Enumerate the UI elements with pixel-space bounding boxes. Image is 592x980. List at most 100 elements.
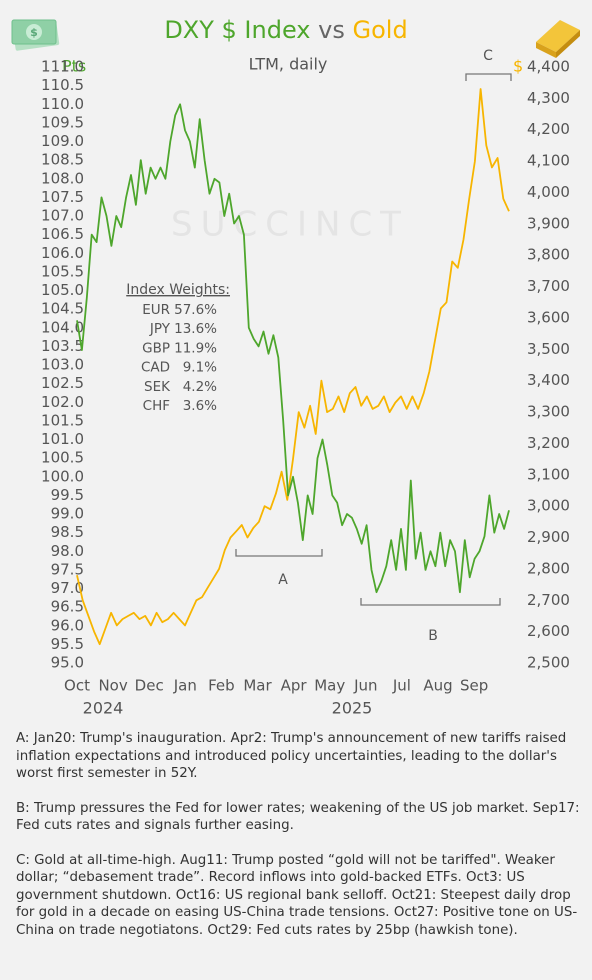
y2-tick-label: 3,300 [527, 403, 570, 421]
x-tick-label: Apr [281, 677, 308, 695]
y2-tick-label: 4,400 [527, 58, 570, 76]
y-tick-label: 104.5 [41, 300, 84, 318]
y2-tick-label: 4,100 [527, 152, 570, 170]
y-tick-label: 110.5 [41, 76, 84, 94]
y-tick-label: 106.0 [41, 244, 84, 262]
y2-tick-label: 3,500 [527, 340, 570, 358]
y-tick-label: 109.5 [41, 113, 84, 131]
note: C: Gold at all-time-high. Aug11: Trump p… [16, 852, 578, 938]
weight-code: CHF [143, 398, 170, 414]
weight-share: 11.9% [174, 340, 217, 356]
y2-tick-label: 4,000 [527, 183, 570, 201]
y-tick-label: 99.0 [51, 505, 84, 523]
y2-tick-label: 2,500 [527, 654, 570, 672]
y-tick-label: 95.5 [51, 635, 84, 653]
title-gold: Gold [353, 16, 408, 44]
bracket-a [235, 549, 323, 557]
y-tick-label: 106.5 [41, 225, 84, 243]
y2-tick-label: 3,200 [527, 434, 570, 452]
year-label: 2025 [332, 699, 373, 718]
y-tick-label: 107.5 [41, 188, 84, 206]
y-tick-label: 101.5 [41, 411, 84, 429]
y-tick-label: 102.0 [41, 393, 84, 411]
marker-label: A [278, 572, 288, 588]
svg-text:$: $ [30, 26, 38, 39]
x-tick-label: Oct [64, 677, 90, 695]
note: B: Trump pressures the Fed for lower rat… [16, 800, 580, 834]
x-tick-label: Sep [460, 677, 488, 695]
y-tick-label: 96.0 [51, 616, 84, 634]
bracket-b [360, 598, 501, 606]
y-tick-label: 102.5 [41, 374, 84, 392]
y-tick-label: 97.0 [51, 579, 84, 597]
y-tick-label: 111.0 [41, 58, 84, 76]
y-tick-label: 100.0 [41, 467, 84, 485]
weight-share: 13.6% [174, 321, 217, 337]
y-tick-label: 100.5 [41, 449, 84, 467]
y2-tick-label: 4,200 [527, 120, 570, 138]
marker-label: B [428, 628, 438, 644]
y-unit: Pts [62, 57, 86, 76]
weight-share: 3.6% [183, 398, 217, 414]
y2-tick-label: 3,100 [527, 465, 570, 483]
y-tick-label: 98.0 [51, 542, 84, 560]
x-tick-label: Nov [98, 677, 127, 695]
bracket-c [465, 73, 512, 81]
y2-tick-label: 3,900 [527, 214, 570, 232]
x-tick-label: Aug [423, 677, 452, 695]
x-tick-label: Mar [243, 677, 272, 695]
y-tick-label: 108.0 [41, 169, 84, 187]
weights-title: Index Weights: [126, 282, 230, 298]
y2-tick-label: 2,600 [527, 622, 570, 640]
notes: A: Jan20: Trump's inauguration. Apr2: Tr… [16, 730, 580, 956]
watermark: SUCCINCT [171, 205, 409, 245]
y-tick-label: 110.0 [41, 95, 84, 113]
y2-tick-label: 2,800 [527, 559, 570, 577]
weight-share: 57.6% [174, 302, 217, 318]
y2-tick-label: 3,800 [527, 246, 570, 264]
y2-tick-label: 2,900 [527, 528, 570, 546]
y-tick-label: 103.0 [41, 356, 84, 374]
year-label: 2024 [83, 699, 124, 718]
series-line [76, 103, 510, 594]
weight-code: JPY [149, 321, 171, 337]
title-joiner: vs [318, 16, 345, 44]
weight-code: GBP [142, 340, 170, 356]
subtitle: LTM, daily [249, 55, 328, 74]
y2-tick-label: 3,000 [527, 497, 570, 515]
y2-tick-label: 3,700 [527, 277, 570, 295]
y-tick-label: 104.0 [41, 318, 84, 336]
y-tick-label: 108.5 [41, 151, 84, 169]
marker-label: C [483, 48, 493, 64]
y2-tick-label: 2,700 [527, 591, 570, 609]
weight-share: 9.1% [183, 360, 217, 376]
x-tick-label: May [314, 677, 345, 695]
y-tick-label: 97.5 [51, 560, 84, 578]
y-tick-label: 105.0 [41, 281, 84, 299]
y-tick-label: 98.5 [51, 523, 84, 541]
chart: $ DXY $ Index vs Gold LTM, daily Pts $ S… [11, 16, 580, 718]
y-tick-label: 96.5 [51, 598, 84, 616]
y-tick-label: 107.0 [41, 207, 84, 225]
y-tick-label: 99.5 [51, 486, 84, 504]
series-line [76, 88, 510, 646]
y-tick-label: 103.5 [41, 337, 84, 355]
y-tick-label: 95.0 [51, 654, 84, 672]
x-tick-label: Jun [353, 677, 377, 695]
note: A: Jan20: Trump's inauguration. Apr2: Tr… [16, 731, 567, 781]
y2-tick-label: 4,300 [527, 89, 570, 107]
money-icon: $ [11, 19, 60, 51]
gold-icon [536, 20, 580, 58]
chart-title: DXY $ Index vs Gold [164, 16, 407, 44]
y2-tick-label: 3,400 [527, 371, 570, 389]
y-tick-label: 105.5 [41, 262, 84, 280]
x-tick-label: Feb [208, 677, 235, 695]
title-dxy: DXY $ Index [164, 16, 310, 44]
weight-share: 4.2% [183, 379, 217, 395]
y2-tick-label: 3,600 [527, 308, 570, 326]
y-tick-label: 101.0 [41, 430, 84, 448]
x-tick-label: Jan [173, 677, 197, 695]
y2-unit: $ [513, 57, 523, 76]
x-tick-label: Dec [135, 677, 164, 695]
